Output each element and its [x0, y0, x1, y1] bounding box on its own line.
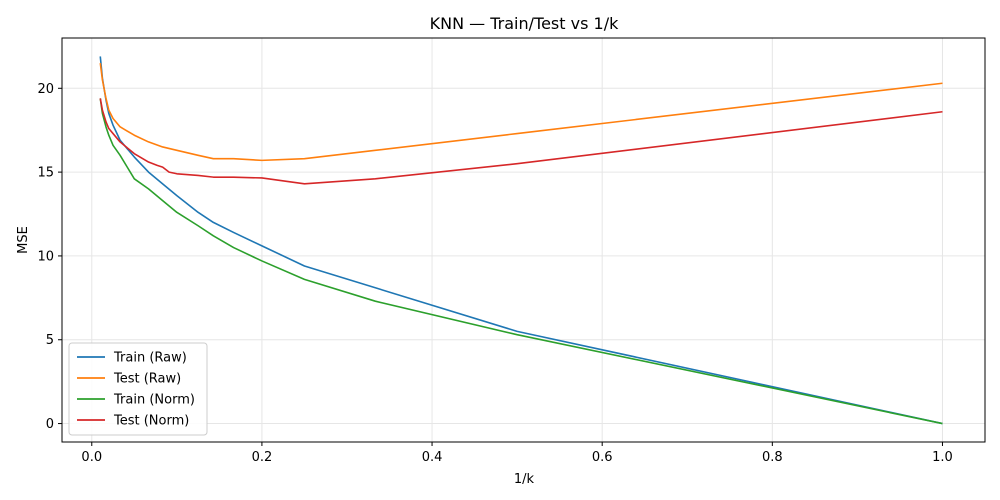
y-tick-label: 5: [46, 333, 54, 348]
x-tick-label: 0.0: [81, 450, 102, 465]
legend-label: Test (Raw): [113, 372, 181, 387]
legend-label: Test (Norm): [113, 414, 189, 429]
x-tick-label: 0.6: [592, 450, 613, 465]
y-tick-label: 15: [37, 166, 54, 181]
x-tick-label: 0.8: [762, 450, 783, 465]
chart-title: KNN — Train/Test vs 1/k: [430, 14, 619, 33]
grid: [62, 38, 985, 442]
legend-label: Train (Raw): [113, 351, 187, 366]
y-tick-label: 0: [46, 417, 54, 432]
x-axis-label: 1/k: [514, 472, 535, 487]
legend-box: [68, 342, 208, 436]
legend-label: Train (Norm): [113, 393, 195, 408]
plot-frame: [61, 37, 986, 443]
x-tick-label: 0.2: [252, 450, 273, 465]
series-line-train-raw: [99, 56, 943, 425]
series-line-test-norm: [99, 98, 943, 185]
x-tick-label: 1.0: [932, 450, 953, 465]
y-tick-label: 20: [37, 82, 54, 97]
axis-ticks: 0.0 0.2 0.4 0.6 0.8 1.0 0 5 10 15 20: [37, 82, 952, 465]
y-tick-label: 10: [37, 249, 54, 264]
legend: Train (Raw) Test (Raw) Train (Norm) Test (N…: [68, 342, 208, 436]
series-line-test-raw: [99, 63, 943, 162]
plot-lines: [99, 56, 943, 425]
y-axis-label: MSE: [16, 226, 31, 254]
x-tick-label: 0.4: [422, 450, 443, 465]
series-line-train-norm: [99, 98, 943, 425]
